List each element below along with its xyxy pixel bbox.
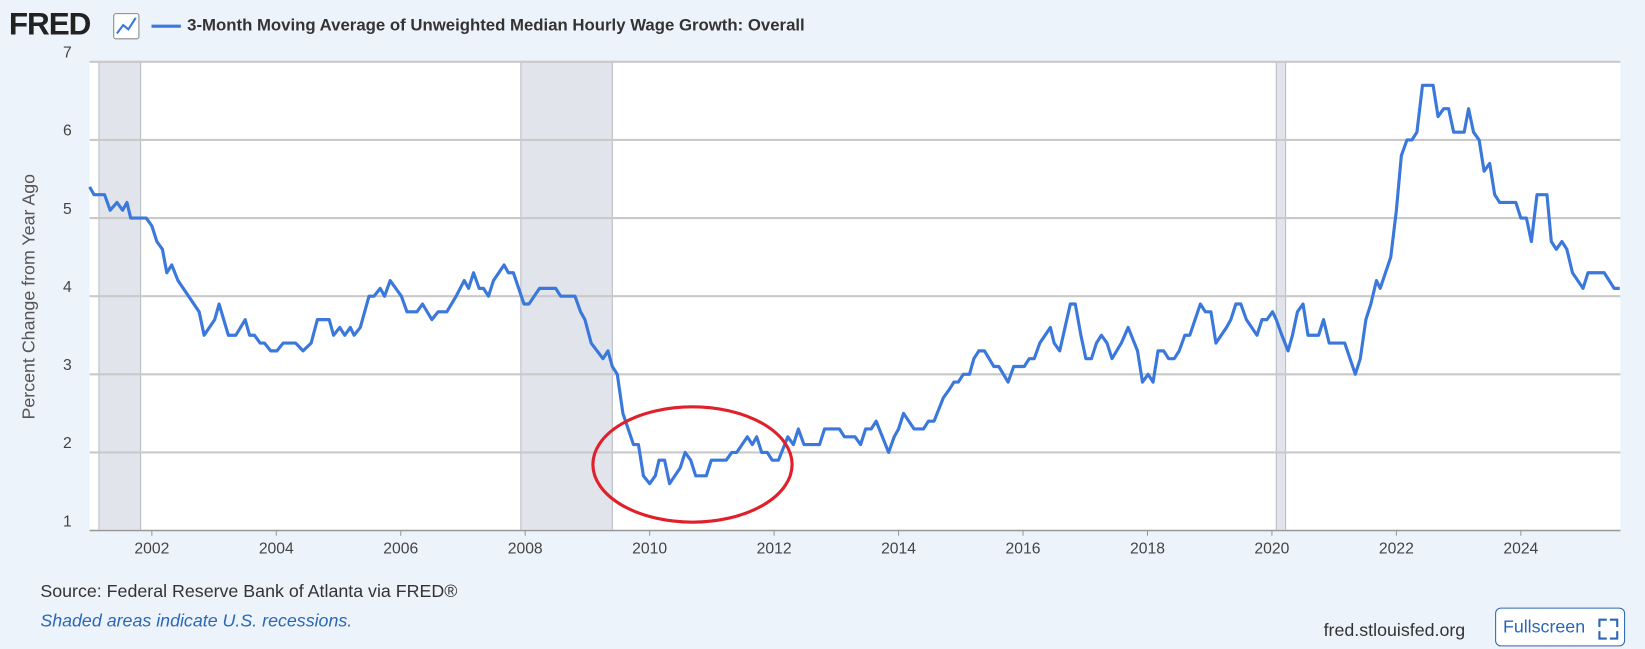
x-tick-label: 2012: [757, 541, 792, 558]
x-tick-label: 2020: [1254, 541, 1289, 558]
logo-icon: [113, 13, 140, 40]
legend-label: 3-Month Moving Average of Unweighted Med…: [187, 16, 805, 35]
site-link: fred.stlouisfed.org: [1324, 620, 1466, 640]
y-tick-label: 4: [63, 279, 72, 296]
y-tick-label: 3: [63, 357, 72, 374]
x-tick-label: 2024: [1503, 541, 1538, 558]
x-tick-label: 2018: [1130, 541, 1165, 558]
x-tick-label: 2022: [1379, 541, 1414, 558]
button-icon[interactable]: [1598, 618, 1619, 640]
x-tick-label: 2008: [508, 541, 543, 558]
recession-note: Shaded areas indicate U.S. recessions.: [40, 610, 352, 630]
x-tick-label: 2004: [259, 541, 294, 558]
y-tick-label: 6: [63, 123, 72, 140]
button-frame[interactable]: [1495, 607, 1626, 647]
button-label[interactable]: Fullscreen: [1503, 617, 1585, 637]
y-tick-label: 5: [63, 201, 72, 218]
y-tick-label: 1: [63, 513, 72, 530]
x-tick-label: 2010: [632, 541, 667, 558]
x-tick-label: 2006: [383, 541, 418, 558]
y-axis-label: Percent Change from Year Ago: [19, 174, 39, 420]
series-line: [88, 83, 1620, 486]
source: Source: Federal Reserve Bank of Atlanta …: [40, 581, 457, 601]
x-tick-label: 2014: [881, 541, 916, 558]
fullscreen-button[interactable]: Fullscreen: [1495, 607, 1626, 647]
y-tick-label: 2: [63, 435, 72, 452]
x-tick-label: 2016: [1006, 541, 1041, 558]
annotation-circle: [591, 405, 794, 524]
x-tick-label: 2002: [134, 541, 169, 558]
logo: FRED: [9, 7, 91, 42]
y-tick-label: 7: [63, 45, 72, 62]
